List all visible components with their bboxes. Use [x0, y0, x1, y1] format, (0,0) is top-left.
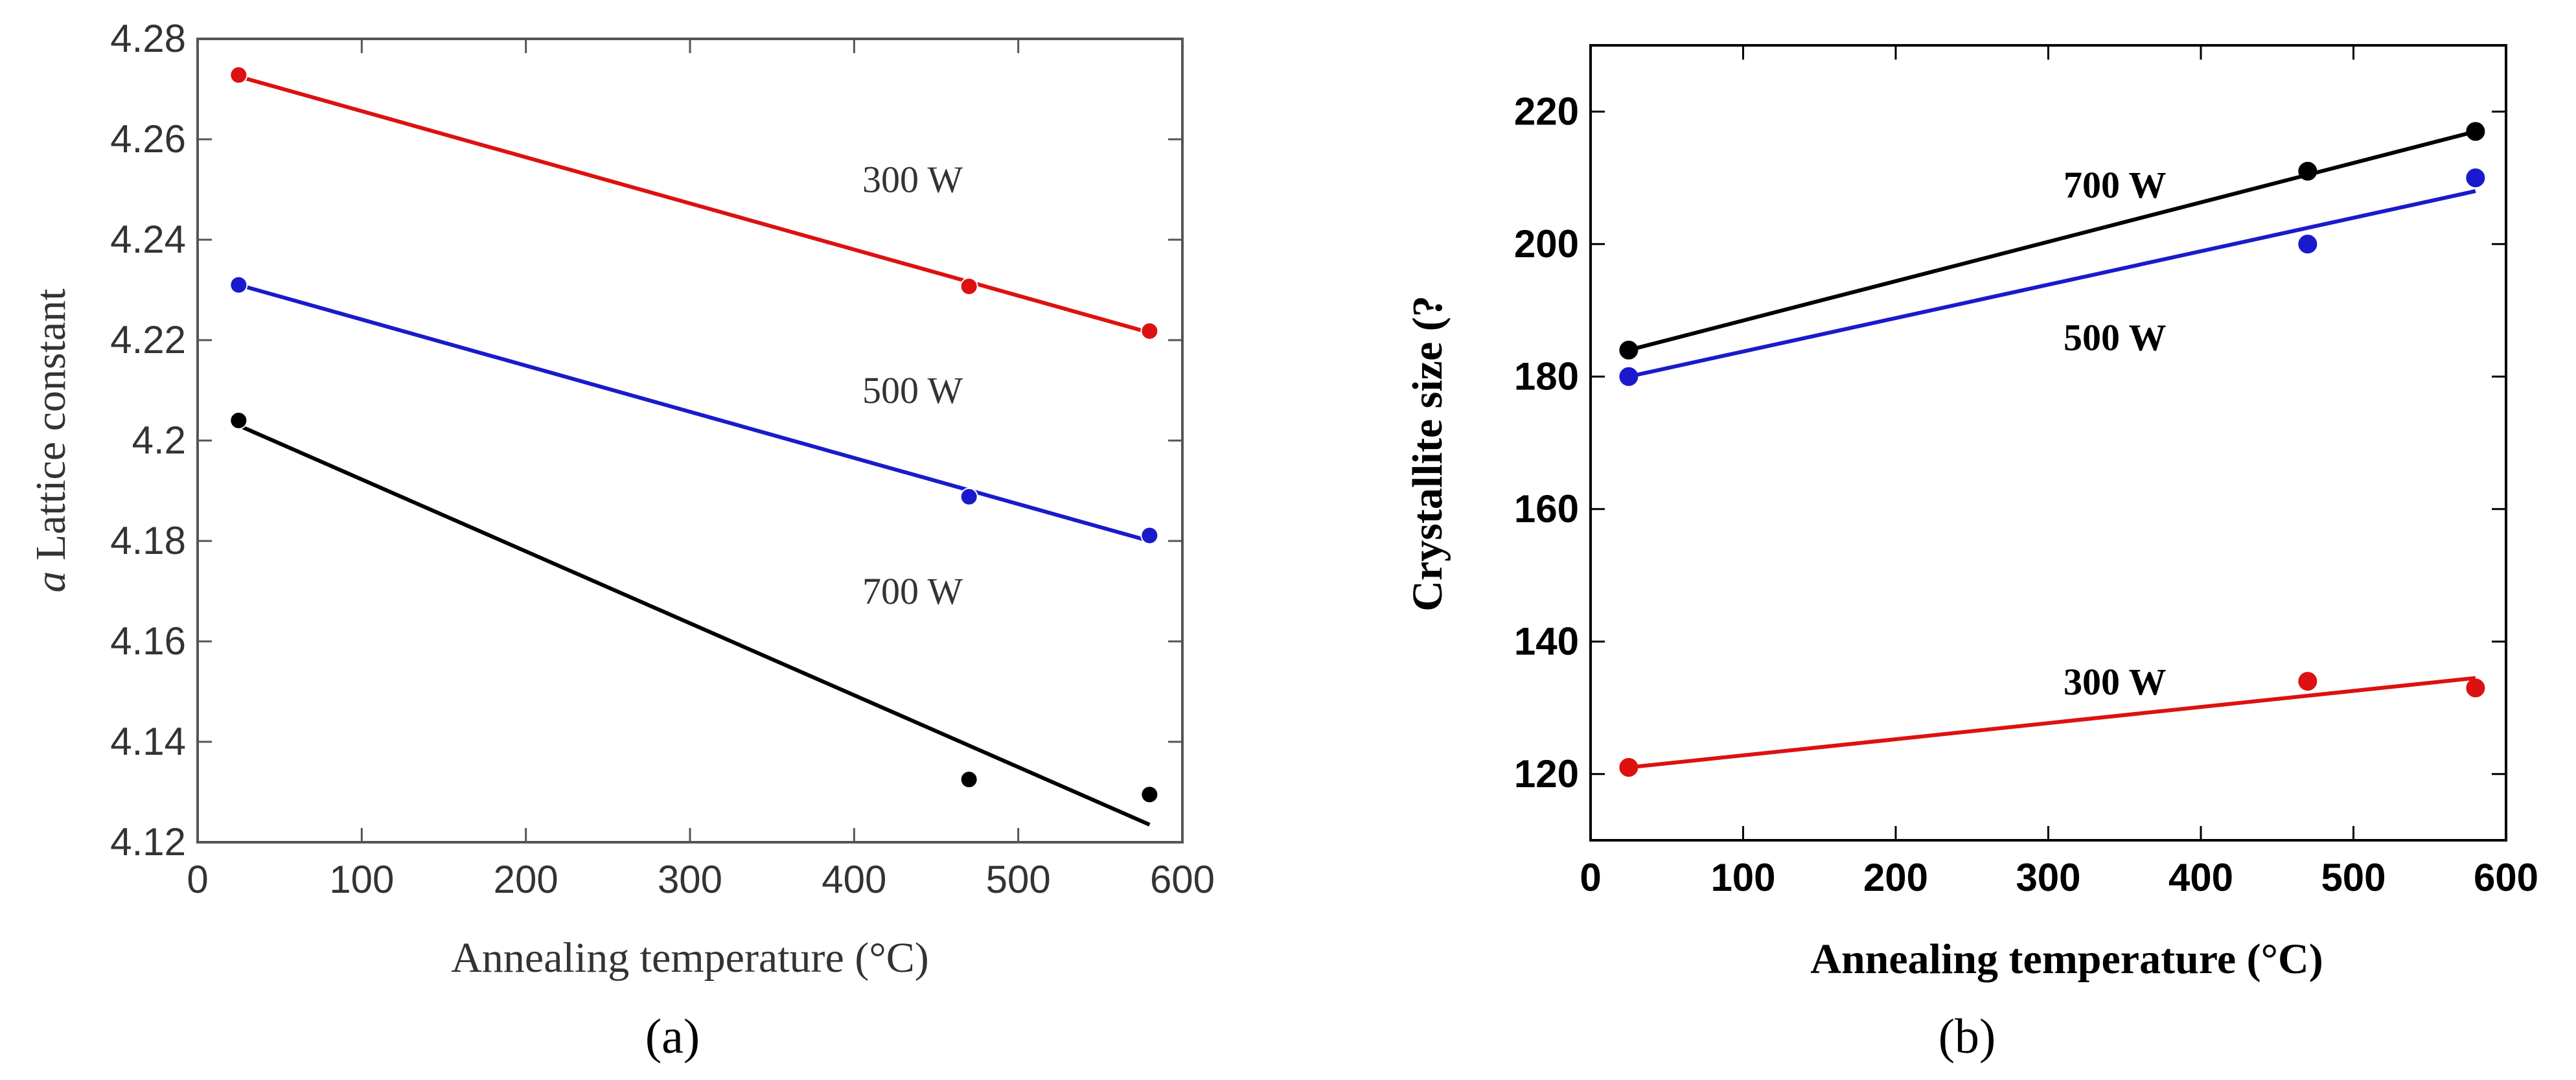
panel-b-y-tick-label: 220 [1514, 89, 1579, 133]
panel-a-y-axis-label-italic: a [27, 571, 75, 593]
panel-a-y-tick-label: 4.28 [110, 17, 186, 60]
panel-a-x-axis-label: Annealing temperature (°C) [451, 934, 928, 982]
panel-b-y-tick-label: 200 [1514, 222, 1579, 266]
panel-a-y-axis-label-text: Lattice constant [27, 288, 75, 571]
panel-b-fit-line-300w [1628, 676, 2476, 770]
panel-a: 0 100 200 300 400 500 600 4.124.144.164.184.24… [27, 17, 1215, 1064]
panel-a-x-tick-label: 400 [822, 858, 886, 901]
panel-b-x-tick-label: 200 [1863, 856, 1928, 899]
panel-b-y-tick-label: 160 [1514, 487, 1579, 531]
panel-a-point-300w [1140, 322, 1159, 341]
panel-b-point-500w [1619, 367, 1639, 386]
panel-b-point-700w [1619, 340, 1639, 360]
panel-a-series-label-700w: 700 W [862, 570, 963, 612]
panel-b-y-tick-label: 120 [1514, 752, 1579, 796]
panel-a-y-tick-label: 4.18 [110, 519, 186, 562]
panel-b-x-tick-label: 300 [2016, 856, 2080, 899]
panel-b-point-500w [2466, 168, 2485, 187]
panel-a-x-tick-label: 200 [494, 858, 558, 901]
panel-a-point-500w [960, 487, 978, 506]
panel-a-point-300w [960, 277, 978, 296]
panel-a-point-300w [229, 65, 248, 84]
panel-a-series-label-300w: 300 W [862, 158, 963, 200]
panel-b-y-tick-label: 140 [1514, 619, 1579, 663]
panel-b-x-ticks: 0 100 200 300 400 500 600 [1580, 45, 2538, 899]
panel-b-point-700w [2298, 161, 2317, 181]
panel-a-series-label-500w: 500 W [862, 369, 963, 411]
panel-b-x-tick-label: 500 [2321, 856, 2386, 899]
panel-b-x-axis-label: Annealing temperature (°C) [1810, 936, 2323, 983]
panel-a-series-labels: 300 W 500 W 700 W [862, 158, 963, 612]
panel-a-point-700w [1140, 785, 1159, 804]
panel-b-point-500w [2298, 235, 2317, 254]
panel-a-x-ticks: 0 100 200 300 400 500 600 [187, 39, 1215, 901]
panel-b-y-ticks: 120 140 160 180 200 220 [1514, 89, 2506, 796]
panel-b-x-tick-label: 0 [1580, 856, 1601, 899]
panel-a-y-ticks: 4.12 4.14 4.16 4.18 4.2 4.22 4.24 4.26 4.28 [110, 17, 1182, 864]
panel-b-series-label-500w: 500 W [2064, 316, 2166, 358]
panel-b-x-tick-label: 400 [2168, 856, 2233, 899]
panel-a-fit-lines [238, 75, 1151, 827]
panel-a-y-tick-label: 4.22 [110, 318, 186, 362]
panel-a-fit-line-500w [238, 282, 1151, 543]
panel-a-y-tick-label: 4.16 [110, 619, 186, 663]
panel-b-series-labels: 700 W 500 W 300 W [2064, 164, 2166, 703]
panel-b-x-tick-label: 600 [2474, 856, 2538, 899]
panel-b-point-300w [1619, 758, 1639, 777]
panel-b-fit-lines [1628, 130, 2476, 770]
panel-b-caption: (b) [1938, 1009, 1996, 1064]
panel-a-y-tick-label: 4.12 [110, 820, 186, 864]
panel-b-fit-line-700w [1628, 130, 2476, 352]
panel-a-point-700w [229, 411, 248, 430]
panel-b-x-tick-label: 100 [1710, 856, 1775, 899]
panel-a-point-700w [960, 770, 978, 789]
panel-b-plot-frame [1589, 44, 2507, 842]
panel-a-y-tick-label: 4.2 [132, 419, 186, 462]
panel-a-caption: (a) [645, 1009, 700, 1064]
panel-a-x-tick-label: 600 [1150, 858, 1215, 901]
panel-b-series-label-700w: 700 W [2064, 164, 2166, 206]
panel-b: 0 100 200 300 400 500 600 120 140 160 180 200 220 7… [1404, 44, 2538, 1064]
panel-a-x-tick-label: 300 [658, 858, 722, 901]
panel-a-y-tick-label: 4.24 [110, 218, 186, 261]
panel-a-y-tick-label: 4.26 [110, 117, 186, 161]
panel-b-y-axis-label: Crystallite size (? [1404, 295, 1451, 612]
panel-b-data-points [1619, 122, 2485, 777]
panel-a-y-tick-label: 4.14 [110, 720, 186, 763]
panel-a-plot-frame [196, 38, 1184, 844]
panel-a-y-axis-label: a Lattice constant [27, 288, 75, 592]
panel-a-data-points [229, 65, 1159, 804]
panel-b-y-tick-label: 180 [1514, 354, 1579, 398]
panel-a-fit-line-700w [238, 424, 1151, 827]
panel-b-point-300w [2298, 672, 2317, 691]
panel-b-fit-line-500w [1628, 189, 2476, 379]
panel-a-x-tick-label: 500 [986, 858, 1051, 901]
panel-a-point-500w [1140, 526, 1159, 545]
panel-a-point-500w [229, 275, 248, 294]
panel-b-point-300w [2466, 678, 2485, 698]
panel-a-x-tick-label: 100 [329, 858, 394, 901]
panel-b-point-700w [2466, 122, 2485, 141]
panel-b-series-label-300w: 300 W [2064, 661, 2166, 703]
panel-a-fit-line-300w [238, 75, 1151, 335]
panel-a-x-tick-label: 0 [187, 858, 208, 901]
